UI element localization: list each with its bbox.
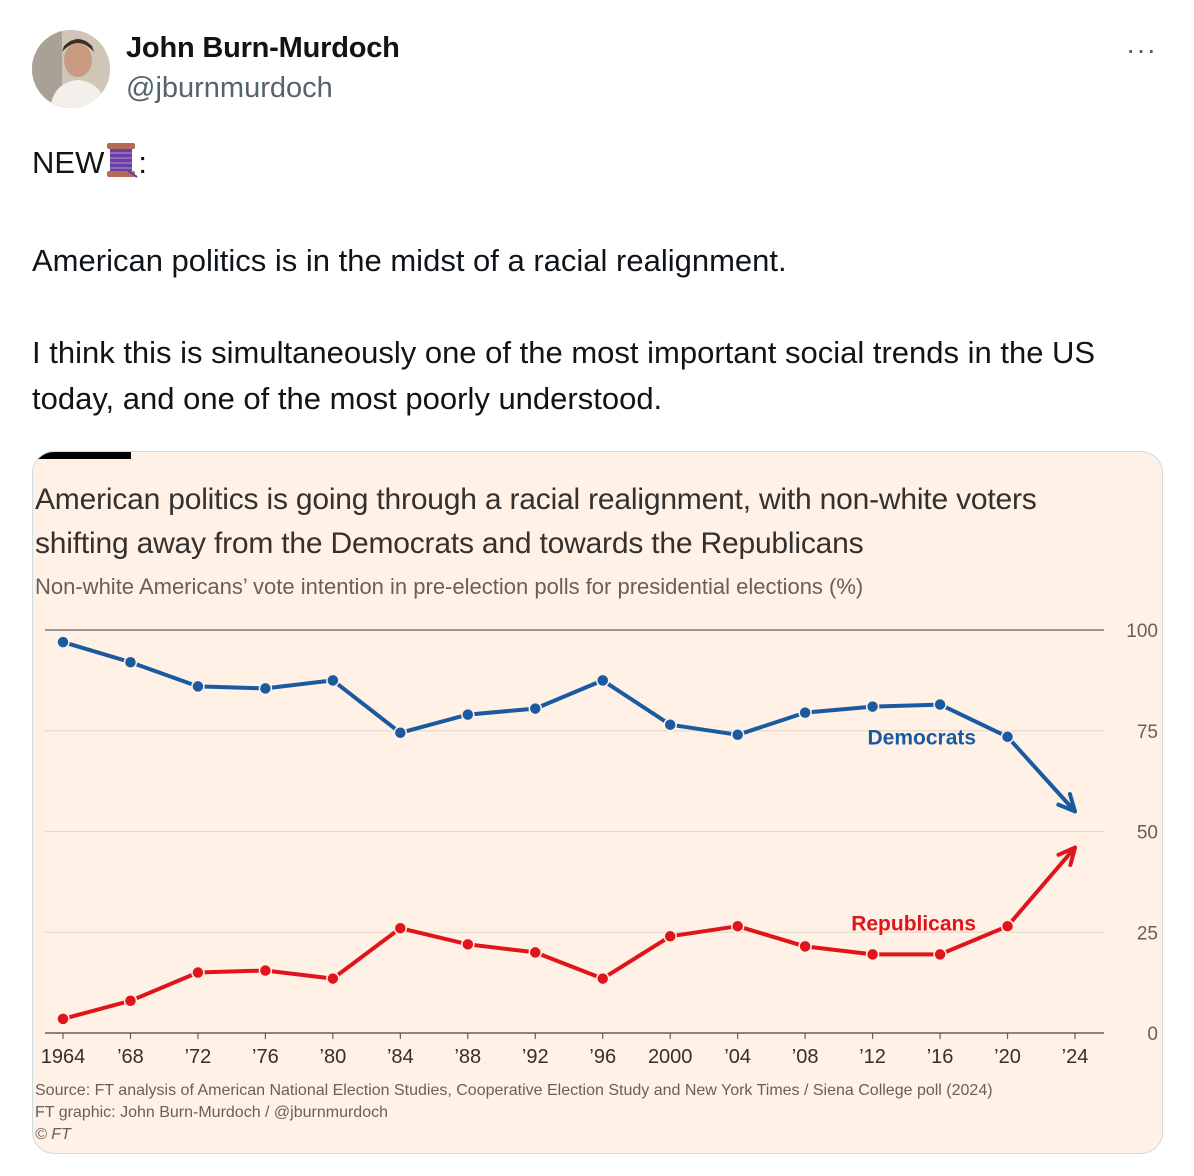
y-tick-label: 0	[1147, 1024, 1158, 1045]
data-point-democrats	[326, 673, 340, 688]
spool-of-thread-icon	[104, 141, 138, 192]
chart-credit: FT graphic: John Burn-Murdoch / @jburnmu…	[35, 1104, 388, 1121]
data-point-democrats	[595, 673, 610, 688]
author-avatar[interactable]	[32, 30, 110, 108]
data-point-republicans	[326, 971, 340, 986]
data-point-republicans	[123, 994, 138, 1008]
data-point-democrats	[798, 705, 812, 720]
data-point-republicans	[1000, 919, 1015, 933]
ft-tab-marker	[33, 452, 131, 459]
x-tick-label: ’68	[117, 1046, 144, 1068]
chart-copyright: © FT	[35, 1126, 71, 1143]
y-tick-label: 75	[1137, 722, 1158, 743]
x-tick-label: ’88	[454, 1046, 481, 1068]
data-point-republicans	[191, 965, 205, 980]
data-point-democrats	[258, 681, 273, 696]
tweet-colon: :	[138, 145, 147, 180]
data-point-democrats	[123, 655, 138, 669]
tweet-paragraph-2: I think this is simultaneously one of th…	[32, 335, 1096, 416]
data-point-republicans	[258, 963, 273, 978]
x-tick-label: ’04	[724, 1046, 751, 1068]
data-point-republicans	[798, 939, 812, 954]
x-tick-label: ’12	[859, 1046, 886, 1068]
data-point-republicans	[663, 929, 677, 944]
x-tick-label: ’72	[185, 1046, 212, 1068]
chart-title: American politics is going through a rac…	[35, 483, 1037, 560]
data-point-democrats	[933, 697, 947, 712]
data-point-democrats	[191, 679, 205, 694]
avatar-photo	[32, 30, 110, 108]
tweet-text: NEW : American politics is in the midst …	[32, 140, 1162, 422]
more-options-icon[interactable]: ···	[1126, 34, 1157, 65]
x-tick-label: 1964	[41, 1046, 86, 1068]
data-point-democrats	[461, 707, 475, 722]
series-line-democrats	[61, 640, 1077, 814]
author-handle[interactable]: @jburnmurdoch	[126, 72, 333, 104]
data-point-democrats	[528, 701, 543, 716]
arrowhead-democrats	[1056, 792, 1077, 814]
data-point-republicans	[933, 947, 947, 962]
data-point-republicans	[595, 971, 610, 986]
series-line-republicans	[61, 845, 1077, 1021]
tweet-new-label: NEW	[32, 145, 105, 180]
data-point-republicans	[528, 945, 543, 960]
series-label-democrats: Democrats	[868, 727, 977, 750]
x-tick-label: 2000	[648, 1046, 693, 1068]
x-tick-label: ’08	[792, 1046, 819, 1068]
chart-footer: Source: FT analysis of American National…	[35, 1080, 993, 1146]
data-point-republicans	[461, 937, 475, 952]
chart-source: Source: FT analysis of American National…	[35, 1082, 993, 1099]
data-point-democrats	[865, 699, 880, 714]
y-tick-label: 25	[1137, 923, 1158, 944]
series-label-republicans: Republicans	[851, 912, 976, 935]
x-tick-label: ’20	[994, 1046, 1021, 1068]
data-point-republicans	[730, 919, 745, 933]
x-tick-label: ’24	[1062, 1046, 1089, 1068]
chart-subtitle: Non-white Americans’ vote intention in p…	[35, 574, 864, 599]
data-point-democrats	[663, 717, 677, 732]
data-point-democrats	[393, 726, 408, 740]
x-tick-label: ’96	[589, 1046, 616, 1068]
arrowhead-republicans	[1056, 845, 1077, 867]
y-tick-label: 50	[1137, 823, 1158, 844]
data-point-republicans	[393, 921, 408, 935]
tweet-paragraph-1: American politics is in the midst of a r…	[32, 243, 787, 278]
line-chart: 0 25 50 75 100 1964 ’68 ’72 ’76 ’80 ’84 ’88 ’92 ’96 20…	[41, 621, 1158, 1068]
author-name[interactable]: John Burn-Murdoch	[126, 32, 400, 64]
data-point-democrats	[730, 728, 745, 742]
data-point-republicans	[56, 1012, 70, 1026]
x-tick-label: ’92	[522, 1046, 549, 1068]
x-tick-label: ’16	[927, 1046, 954, 1068]
data-point-republicans	[865, 947, 880, 962]
data-point-democrats	[1000, 730, 1015, 744]
chart-image-card[interactable]: American politics is going through a rac…	[32, 451, 1163, 1154]
x-tick-label: ’76	[252, 1046, 279, 1068]
x-tick-label: ’80	[320, 1046, 347, 1068]
x-tick-label: ’84	[387, 1046, 414, 1068]
y-tick-label: 100	[1126, 621, 1158, 642]
data-point-democrats	[56, 635, 70, 649]
